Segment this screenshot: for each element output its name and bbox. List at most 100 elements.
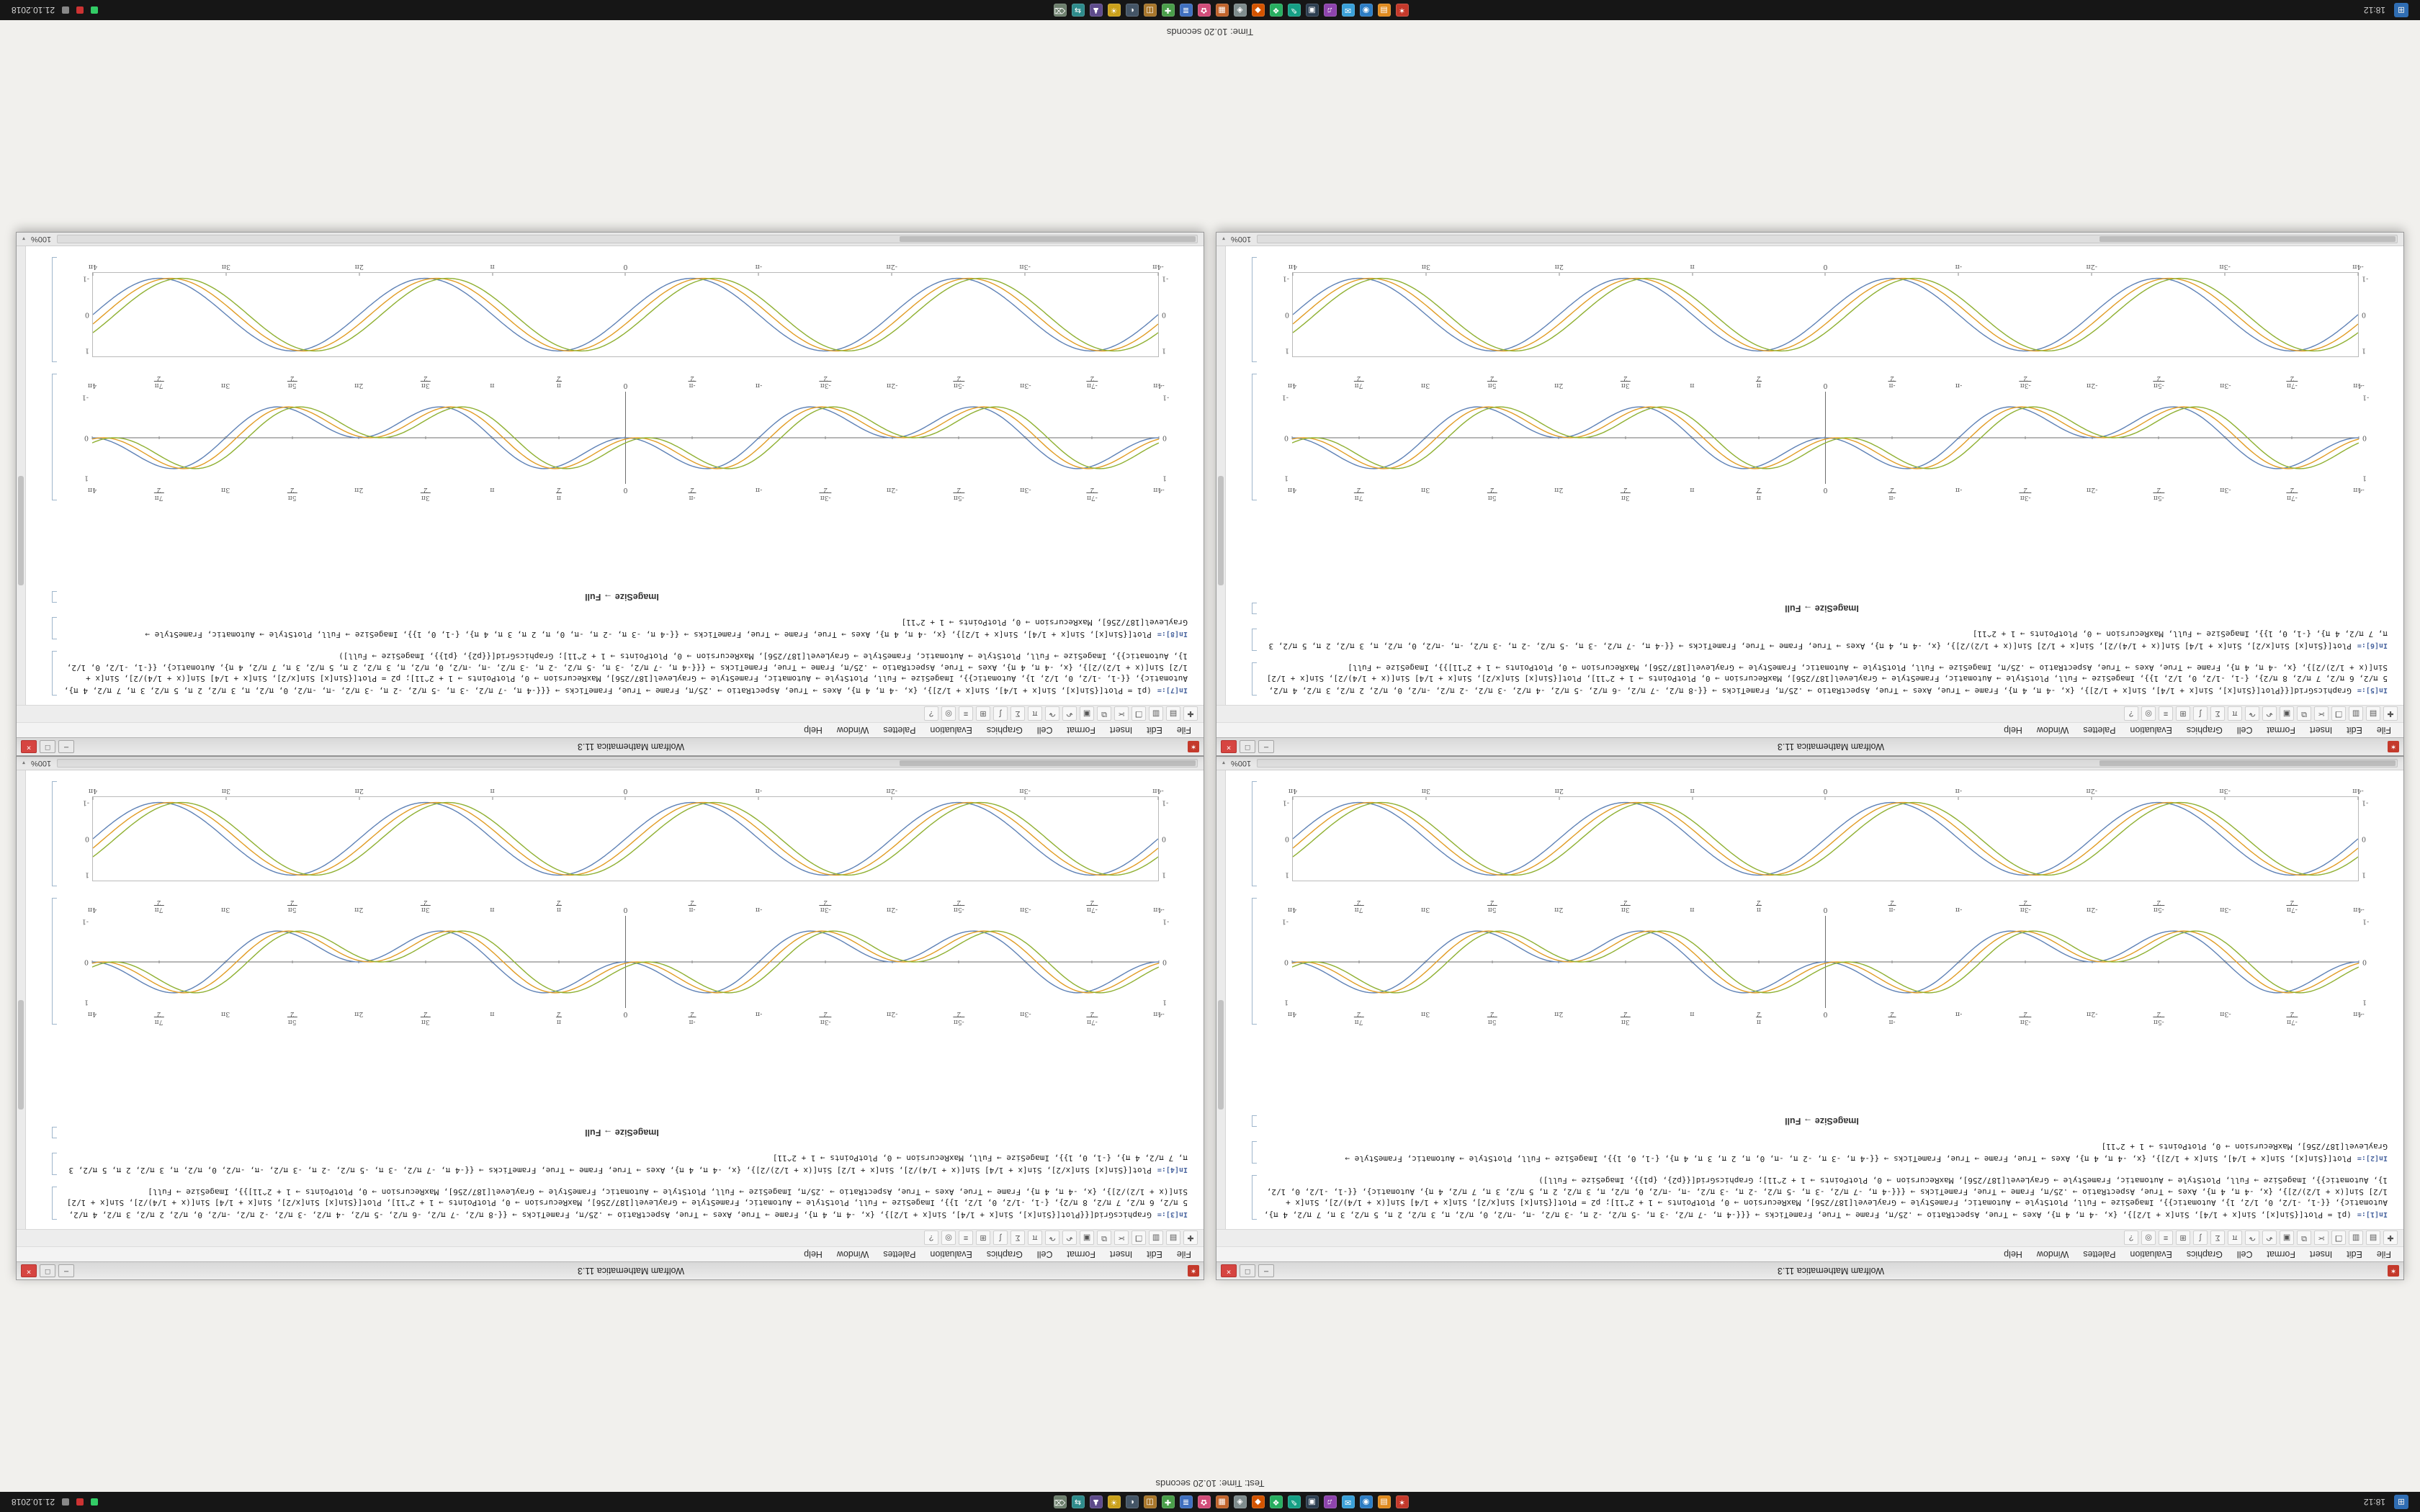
cell-bracket[interactable] [52,1127,57,1139]
cell-bracket[interactable] [52,591,57,603]
taskbar-icon-docs[interactable]: ≣ [1179,4,1193,17]
vertical-scrollbar[interactable] [1216,770,1226,1229]
toolbar-new-button[interactable]: ✚ [1183,1230,1198,1246]
taskbar-icon-mathematica[interactable]: ✶ [1395,4,1409,17]
menu-insert[interactable]: Insert [2310,1249,2333,1259]
code-input-cell[interactable]: In[2]:=Plot[{Sin[x], Sin[x + 1/4], Sin[x… [1252,1140,2388,1164]
code-input-cell[interactable]: In[1]:=(p1 = Plot[{Sin[x], Sin[x + 1/4],… [1252,1174,2388,1220]
toolbar-paste-button[interactable]: ▣ [2280,1230,2294,1246]
minimize-button[interactable]: – [58,740,74,753]
menu-help[interactable]: Help [2004,725,2022,735]
taskbar-icon-paint[interactable]: ☀ [1107,1495,1121,1508]
tray-record-icon[interactable] [76,6,84,14]
toolbar-redo-button[interactable]: ↷ [2245,1230,2259,1246]
menu-help[interactable]: Help [2004,1249,2022,1259]
cell-bracket[interactable] [52,257,57,362]
toolbar-save-button[interactable]: ▥ [2349,706,2363,721]
toolbar-help-button[interactable]: ? [924,1230,938,1246]
toolbar-matrix-button[interactable]: ⊞ [976,706,990,721]
horizontal-scrollbar[interactable] [57,235,1198,243]
toolbar-cut-button[interactable]: ✂ [2314,1230,2329,1246]
zoom-level[interactable]: 100% [1231,759,1252,768]
cell-bracket[interactable] [1252,1115,1257,1128]
taskbar-icon-trash[interactable]: ⌫ [1053,1495,1067,1508]
text-cell[interactable]: ImageSize → Full [52,1126,1180,1139]
taskbar-icon-photos[interactable]: ✿ [1197,1495,1211,1508]
toolbar-save-button[interactable]: ▥ [1149,1230,1163,1246]
toolbar-paste-button[interactable]: ▣ [1080,706,1094,721]
menu-file[interactable]: File [2376,1249,2391,1259]
close-button[interactable]: × [21,1264,37,1277]
toolbar-find-button[interactable]: ◎ [2141,1230,2156,1246]
toolbar-open-button[interactable]: ▤ [2366,1230,2380,1246]
taskbar-icon-archive[interactable]: ◫ [1143,4,1157,17]
toolbar-save-button[interactable]: ▥ [2349,1230,2363,1246]
taskbar-icon-calculator[interactable]: ✚ [1161,1495,1175,1508]
menu-file[interactable]: File [2376,725,2391,735]
taskbar-icon-trash[interactable]: ⌫ [1053,4,1067,17]
taskbar-icon-archive[interactable]: ◫ [1143,1495,1157,1508]
cell-bracket[interactable] [1252,629,1257,651]
close-button[interactable]: × [1221,740,1237,753]
start-button[interactable]: ⊞ [2394,3,2408,17]
toolbar-integral-button[interactable]: ∫ [993,706,1008,721]
toolbar-align-button[interactable]: ≡ [959,1230,973,1246]
tray-status-icon[interactable] [91,1498,99,1506]
menu-evaluation[interactable]: Evaluation [930,1249,972,1259]
taskbar-icon-network[interactable]: ⇆ [1071,1495,1085,1508]
toolbar-align-button[interactable]: ≡ [2159,1230,2173,1246]
toolbar-open-button[interactable]: ▤ [2366,706,2380,721]
minimize-button[interactable]: – [1258,740,1274,753]
horizontal-scrollbar[interactable] [57,759,1198,768]
toolbar-sum-button[interactable]: Σ [1010,1230,1025,1246]
toolbar-integral-button[interactable]: ∫ [993,1230,1008,1246]
toolbar-new-button[interactable]: ✚ [2383,1230,2398,1246]
zoom-level[interactable]: 100% [1231,235,1252,243]
toolbar-cut-button[interactable]: ✂ [1114,1230,1129,1246]
taskbar-icon-paint[interactable]: ☀ [1107,4,1121,17]
menu-insert[interactable]: Insert [2310,725,2333,735]
toolbar-help-button[interactable]: ? [924,706,938,721]
menu-help[interactable]: Help [804,1249,823,1259]
toolbar-matrix-button[interactable]: ⊞ [2176,706,2190,721]
cell-bracket[interactable] [1252,662,1257,696]
taskbar-icon-system-monitor[interactable]: ◐ [1125,4,1139,17]
menu-window[interactable]: Window [836,1249,869,1259]
cell-bracket[interactable] [1252,898,1257,1025]
menu-graphics[interactable]: Graphics [2186,725,2223,735]
taskbar-icon-settings[interactable]: ◈ [1233,1495,1247,1508]
taskbar-icon-editor[interactable]: ✎ [1287,1495,1301,1508]
horizontal-scrollbar[interactable] [1257,759,2398,768]
text-cell[interactable]: ImageSize → Full [52,590,1180,603]
menu-window[interactable]: Window [2036,1249,2069,1259]
taskbar-icon-files[interactable]: ▤ [1377,4,1391,17]
toolbar-input-style-button[interactable]: π [1028,706,1042,721]
cell-bracket[interactable] [1252,1174,1257,1220]
window-titlebar[interactable]: ✶ Wolfram Mathematica 11.3 – □ × [1216,737,2403,755]
menu-evaluation[interactable]: Evaluation [2130,1249,2172,1259]
taskbar-icon-calendar[interactable]: ▦ [1215,1495,1229,1508]
toolbar-undo-button[interactable]: ↶ [1062,706,1077,721]
toolbar-undo-button[interactable]: ↶ [2262,706,2277,721]
toolbar-copy-button[interactable]: ⧉ [2297,1230,2311,1246]
toolbar-new-button[interactable]: ✚ [2383,706,2398,721]
toolbar-help-button[interactable]: ? [2124,706,2138,721]
taskbar-icon-games[interactable]: ♟ [1089,1495,1103,1508]
taskbar-icon-network[interactable]: ⇆ [1071,4,1085,17]
cell-bracket[interactable] [52,374,57,500]
zoom-level[interactable]: 100% [31,235,52,243]
taskbar-icon-editor[interactable]: ✎ [1287,4,1301,17]
menu-palettes[interactable]: Palettes [883,725,916,735]
taskbar-icon-calendar[interactable]: ▦ [1215,4,1229,17]
toolbar-sum-button[interactable]: Σ [1010,706,1025,721]
menu-edit[interactable]: Edit [1147,1249,1162,1259]
taskbar-icon-video[interactable]: ◆ [1251,1495,1265,1508]
toolbar-paste-button[interactable]: ▣ [1080,1230,1094,1246]
menu-palettes[interactable]: Palettes [2083,1249,2116,1259]
menu-graphics[interactable]: Graphics [2186,1249,2223,1259]
taskbar-icon-terminal[interactable]: ▣ [1305,4,1319,17]
menu-cell[interactable]: Cell [1036,1249,1053,1259]
cell-bracket[interactable] [52,1186,57,1220]
menu-window[interactable]: Window [2036,725,2069,735]
text-cell[interactable]: ImageSize → Full [1252,1115,2380,1128]
